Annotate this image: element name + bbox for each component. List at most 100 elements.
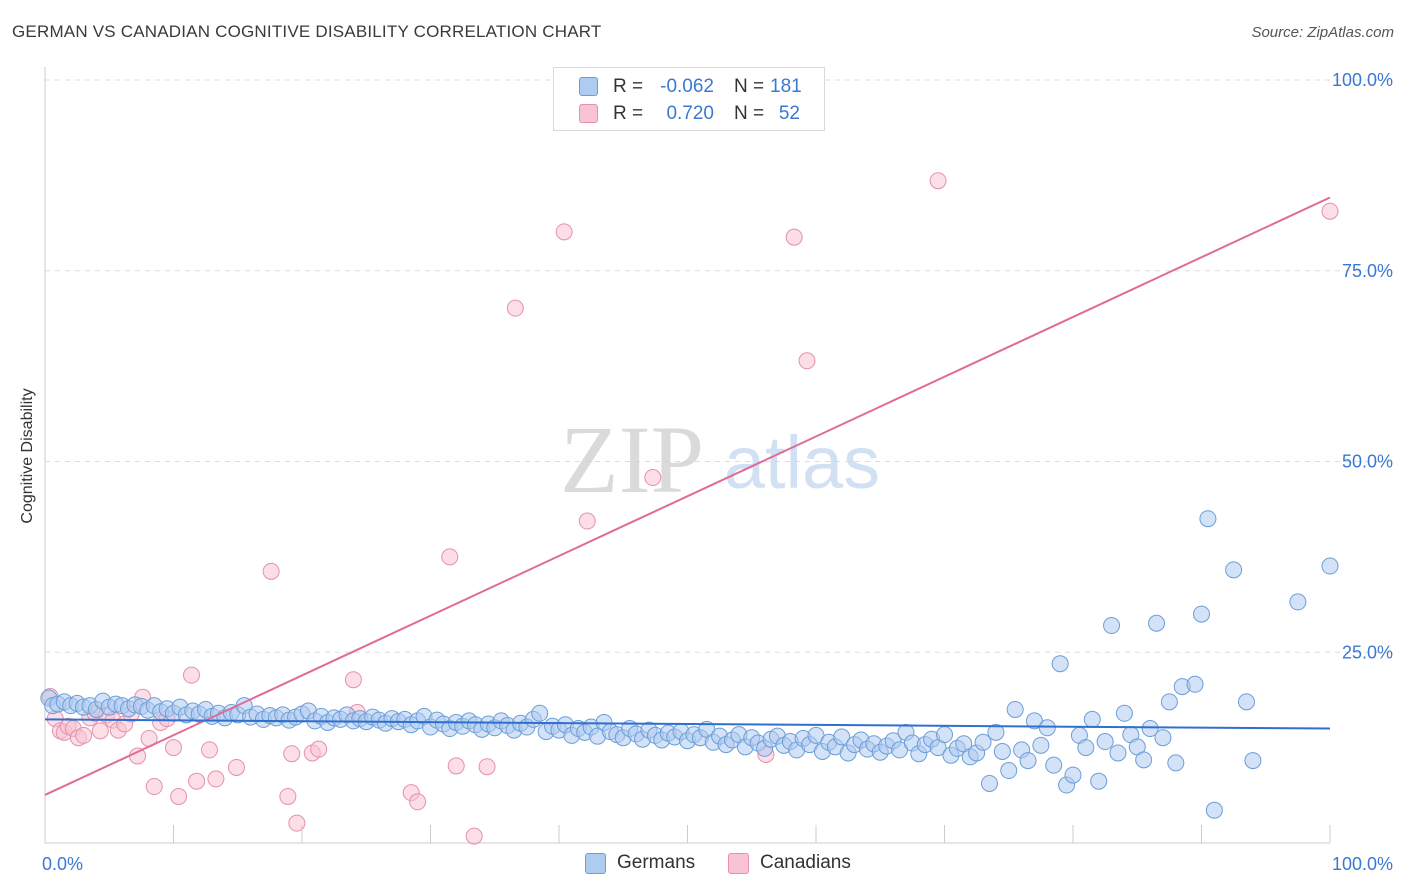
german-point — [1193, 605, 1210, 623]
canadian-point — [798, 352, 816, 370]
r-label: R = — [613, 76, 644, 97]
source-credit: Source: ZipAtlas.com — [1251, 24, 1394, 41]
tick-labels: 25.0% 50.0% 75.0% 100.0% 0.0% 100.0% — [42, 70, 1393, 874]
german-point — [1199, 510, 1217, 528]
series-legend: Germans Canadians — [0, 851, 1406, 879]
german-point — [1237, 693, 1255, 711]
canadians-points — [41, 172, 1339, 845]
german-point — [1064, 766, 1082, 784]
y-tick-label: 25.0% — [1342, 642, 1393, 662]
german-point — [1160, 693, 1178, 711]
canadians-swatch — [579, 104, 598, 123]
canadian-point — [344, 671, 362, 689]
german-point — [1051, 655, 1069, 673]
german-point — [1135, 751, 1153, 769]
y-tick-label: 50.0% — [1342, 452, 1393, 472]
german-point — [1244, 752, 1262, 770]
german-point — [1006, 700, 1024, 718]
germans-swatch — [579, 77, 598, 96]
german-point — [833, 728, 851, 746]
legend-row-germans: R = -0.062 N = 181 — [554, 74, 824, 100]
canadians-legend-swatch — [728, 853, 749, 874]
correlation-legend: R = -0.062 N = 181 R = 0.720 N = 52 — [553, 67, 825, 131]
german-point — [1077, 739, 1095, 757]
canadian-point — [506, 299, 524, 317]
canadians-trend-line — [44, 196, 1331, 796]
grid-lines — [45, 79, 1393, 653]
n-label: N = — [734, 103, 765, 124]
watermark-zip: ZIP — [560, 406, 704, 513]
german-point — [531, 704, 549, 722]
german-point — [1289, 593, 1307, 611]
canadian-point — [170, 787, 188, 805]
canadian-point — [129, 747, 147, 765]
canadian-point — [465, 827, 483, 845]
german-point — [1148, 614, 1166, 632]
canadian-point — [227, 758, 245, 776]
german-point — [1019, 752, 1037, 770]
x-tick-label: 0.0% — [42, 854, 83, 874]
german-point — [1038, 719, 1056, 737]
canadians-legend-label: Canadians — [760, 852, 851, 873]
germans-legend-swatch — [585, 853, 606, 874]
canadian-point — [75, 726, 93, 744]
germans-trend-line — [44, 718, 1331, 730]
canadian-point — [145, 778, 163, 796]
german-point — [993, 742, 1011, 760]
germans-points — [40, 510, 1339, 819]
german-point — [980, 774, 998, 792]
canadian-point — [478, 758, 496, 776]
canadian-point — [200, 741, 218, 759]
german-point — [936, 726, 953, 744]
canadians-n-value: 52 — [778, 103, 800, 124]
german-point — [1000, 762, 1018, 780]
german-point — [1321, 557, 1339, 575]
canadian-point — [310, 740, 328, 758]
watermark-atlas: atlas — [724, 421, 880, 504]
y-axis-label: Cognitive Disability — [19, 388, 36, 524]
canadian-point — [262, 562, 280, 580]
canadian-point — [644, 469, 662, 487]
trend-lines — [44, 196, 1331, 796]
german-point — [1186, 675, 1204, 693]
n-label: N = — [734, 76, 765, 97]
german-point — [1090, 772, 1108, 790]
canadian-point — [165, 739, 182, 757]
canadian-point — [441, 548, 459, 566]
canadian-point — [409, 793, 427, 811]
german-point — [1115, 704, 1133, 722]
germans-r-value: -0.062 — [660, 76, 714, 97]
german-point — [1205, 801, 1223, 819]
x-tick-label: 100.0% — [1332, 854, 1393, 874]
legend-row-canadians: R = 0.720 N = 52 — [554, 101, 824, 127]
canadian-point — [283, 745, 301, 763]
canadian-point — [1321, 202, 1339, 220]
german-point — [1109, 744, 1127, 762]
german-point — [1154, 729, 1172, 747]
canadian-point — [578, 512, 596, 530]
canadian-point — [288, 814, 306, 832]
canadian-point — [279, 787, 297, 805]
german-point — [987, 723, 1005, 741]
canadians-r-value: 0.720 — [666, 103, 714, 124]
canadian-point — [785, 228, 803, 246]
german-point — [1083, 710, 1101, 728]
german-point — [1045, 756, 1063, 774]
y-tick-label: 75.0% — [1342, 261, 1393, 281]
chart-title: GERMAN VS CANADIAN COGNITIVE DISABILITY … — [12, 22, 602, 41]
canadian-point — [182, 666, 200, 684]
axes — [44, 67, 1331, 844]
canadian-point — [207, 770, 225, 788]
german-point — [974, 733, 992, 751]
r-label: R = — [613, 103, 644, 124]
canadian-point — [447, 757, 465, 775]
german-point — [1225, 561, 1243, 579]
canadian-point — [91, 722, 109, 740]
germans-n-value: 181 — [770, 76, 802, 97]
german-point — [1167, 754, 1185, 772]
germans-legend-label: Germans — [617, 852, 696, 873]
german-point — [1032, 736, 1050, 754]
german-point — [1096, 733, 1114, 751]
german-point — [1141, 720, 1159, 738]
